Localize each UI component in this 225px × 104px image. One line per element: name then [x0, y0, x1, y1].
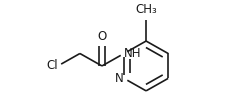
Text: CH₃: CH₃ [135, 3, 156, 16]
Text: O: O [97, 30, 106, 43]
Text: N: N [115, 72, 124, 85]
Text: NH: NH [124, 47, 141, 60]
Text: Cl: Cl [46, 59, 58, 72]
